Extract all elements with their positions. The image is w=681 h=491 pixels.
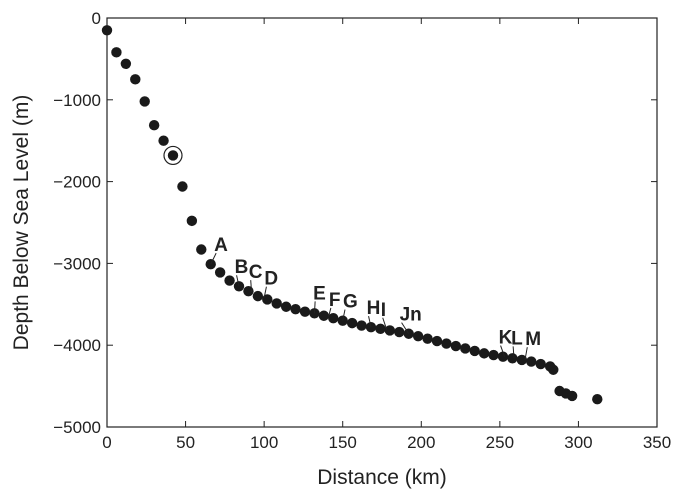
annotation-leader [500, 345, 506, 357]
data-point [167, 150, 179, 161]
annotation-leader [368, 316, 372, 328]
data-point [196, 244, 207, 255]
annotation-leader [328, 307, 332, 317]
annotation-leader [401, 322, 410, 335]
x-tick-label: 100 [250, 433, 278, 452]
annotation-label: L [511, 328, 523, 349]
annotation-label: M [525, 329, 541, 350]
data-point [346, 317, 358, 329]
x-axis-title: Distance (km) [317, 466, 447, 489]
data-point [548, 364, 559, 375]
data-point [375, 323, 386, 335]
x-tick-label: 0 [102, 433, 111, 452]
data-point [101, 25, 113, 36]
annotation-label: E [313, 283, 326, 304]
data-point [535, 358, 546, 370]
data-point [299, 306, 311, 317]
data-point [526, 356, 537, 367]
data-point [516, 354, 528, 366]
data-point [158, 135, 169, 146]
annotation-leader [250, 280, 253, 293]
y-tick-label: −4000 [53, 336, 101, 355]
annotation-leader [263, 286, 267, 298]
x-tick-label: 250 [486, 433, 514, 452]
data-point [177, 181, 188, 192]
data-point [460, 343, 471, 354]
data-point [497, 351, 509, 362]
data-point [243, 286, 254, 297]
annotation-leader [313, 301, 316, 314]
data-point [422, 333, 433, 344]
x-tick-label: 300 [564, 433, 592, 452]
annotation-label: D [264, 269, 278, 290]
data-points [101, 25, 603, 405]
data-point [488, 349, 499, 361]
annotation-label: K [499, 328, 513, 349]
data-point [507, 353, 518, 364]
data-point [280, 301, 292, 312]
annotation-leader [210, 252, 217, 265]
y-tick-label: 0 [92, 9, 101, 28]
data-point [120, 58, 132, 70]
x-tick-label: 200 [407, 433, 435, 452]
data-point [412, 331, 424, 342]
data-point [384, 325, 396, 336]
data-point [186, 215, 198, 227]
x-tick-label: 50 [176, 433, 195, 452]
y-tick-label: −3000 [53, 254, 101, 273]
data-point [139, 96, 150, 107]
data-point [566, 390, 578, 402]
annotations: AB C D E F G H I Jn KL M [210, 235, 541, 361]
data-point [394, 326, 405, 338]
x-tick-label: 350 [643, 433, 671, 452]
data-point [592, 393, 603, 405]
data-point [111, 47, 122, 58]
annotation-label: Jn [400, 305, 422, 326]
highlight-ring [163, 145, 183, 166]
annotation-leader [382, 317, 388, 330]
data-point [328, 313, 339, 324]
annotation-label: A [214, 235, 228, 256]
annotation-label: I [381, 300, 386, 321]
annotation-label: F [329, 290, 341, 311]
axes: 0 50 100 150 200 250 300 350 0 −1000 −2000 −3000 −40… [53, 9, 671, 452]
data-point [450, 340, 462, 352]
data-point [271, 298, 282, 309]
y-tick-label: −1000 [53, 91, 101, 110]
data-point [356, 320, 367, 331]
annotation-label: C [249, 262, 263, 283]
data-point [252, 290, 264, 302]
data-point [441, 338, 452, 349]
data-point [262, 294, 273, 305]
annotation-label: H [367, 298, 381, 319]
y-tick-label: −2000 [53, 173, 101, 192]
data-point [290, 304, 301, 315]
plot-frame [106, 17, 658, 428]
y-axis-title: Depth Below Sea Level (m) [10, 95, 33, 351]
data-point [130, 74, 141, 85]
annotation-leader [342, 309, 346, 321]
annotation-label: B [235, 257, 249, 278]
data-point [469, 345, 480, 357]
data-point [478, 348, 490, 359]
x-tick-label: 150 [329, 433, 357, 452]
annotation-label: G [343, 292, 358, 313]
data-point [148, 119, 160, 131]
data-point [214, 267, 226, 278]
annotation-leader [236, 275, 240, 287]
data-point [318, 310, 330, 321]
annotation-leader [512, 346, 515, 359]
y-tick-label: −5000 [53, 418, 101, 437]
data-point [431, 335, 443, 347]
data-point [224, 275, 235, 286]
annotation-leader [524, 347, 528, 361]
